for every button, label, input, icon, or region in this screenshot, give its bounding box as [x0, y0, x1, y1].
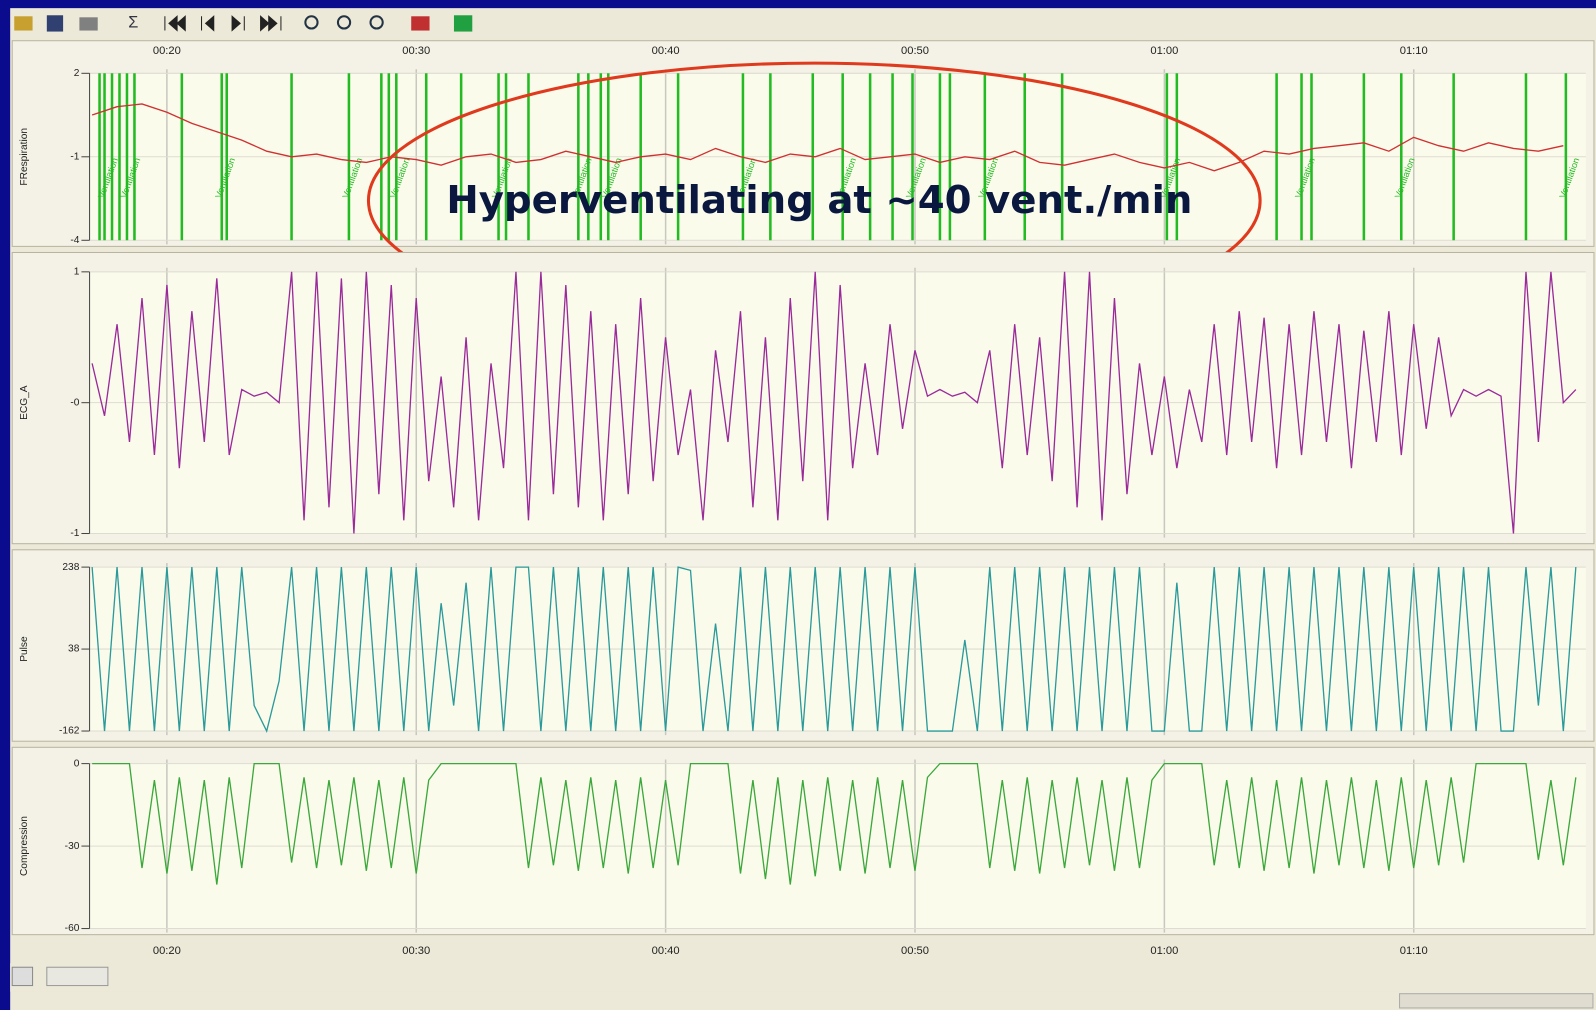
print-button[interactable] [79, 17, 98, 31]
waveform [92, 762, 1577, 885]
x-tick-label: 00:50 [901, 945, 929, 957]
y-tick-label: -1 [70, 528, 79, 539]
y-tick-label: 1 [74, 267, 80, 278]
x-tick-label: 01:00 [1150, 945, 1178, 957]
x-tick-label: 00:20 [153, 945, 181, 957]
exit-button[interactable] [453, 15, 473, 32]
y-tick-label: -30 [65, 841, 80, 852]
y-axis-label: Pulse [19, 636, 30, 662]
annotation: Hyperventilating at ~40 vent./min [446, 178, 1192, 223]
last-button[interactable] [260, 15, 282, 32]
y-axis-label: FRespiration [19, 128, 30, 186]
open-button[interactable] [14, 16, 33, 31]
y-tick-label: 38 [68, 644, 80, 655]
x-tick-label: 01:10 [1400, 945, 1428, 957]
x-tick-label: 00:40 [652, 45, 680, 57]
y-tick-label: -60 [65, 923, 80, 934]
zoom-in-button[interactable] [304, 15, 319, 30]
toolbar: Σ [14, 14, 473, 32]
x-tick-label: 01:10 [1400, 45, 1428, 57]
waveform [91, 566, 1577, 733]
y-tick-label: 2 [74, 68, 80, 79]
next-button[interactable] [231, 15, 245, 32]
zoom-out-button[interactable] [369, 15, 384, 30]
status-bar [1399, 993, 1594, 1009]
y-tick-label: -1 [70, 151, 79, 162]
x-tick-label: 00:50 [901, 45, 929, 57]
y-axis-label: Compression [19, 816, 30, 876]
export-button[interactable] [411, 16, 430, 31]
x-tick-label: 00:30 [402, 45, 430, 57]
x-tick-label: 00:30 [402, 945, 430, 957]
y-tick-label: 238 [62, 562, 79, 573]
y-axis-label: ECG_A [19, 385, 30, 420]
sum-button[interactable]: Σ [128, 14, 138, 32]
first-button[interactable] [164, 15, 186, 32]
x-tick-label: 01:00 [1150, 45, 1178, 57]
save-button[interactable] [46, 15, 64, 32]
zoom-fit-button[interactable] [336, 15, 352, 30]
x-tick-label: 00:20 [153, 45, 181, 57]
y-tick-label: -4 [70, 235, 79, 246]
y-tick-label: -162 [59, 726, 80, 737]
scroll-thumb[interactable] [46, 966, 109, 987]
y-tick-label: 0 [74, 758, 80, 769]
scroll-left[interactable] [11, 966, 34, 987]
waveform [91, 103, 1564, 172]
y-tick-label: -0 [70, 397, 79, 408]
waveform [91, 271, 1577, 534]
scrollbar[interactable] [10, 963, 1596, 992]
x-tick-label: 00:40 [652, 945, 680, 957]
prev-button[interactable] [201, 15, 215, 32]
